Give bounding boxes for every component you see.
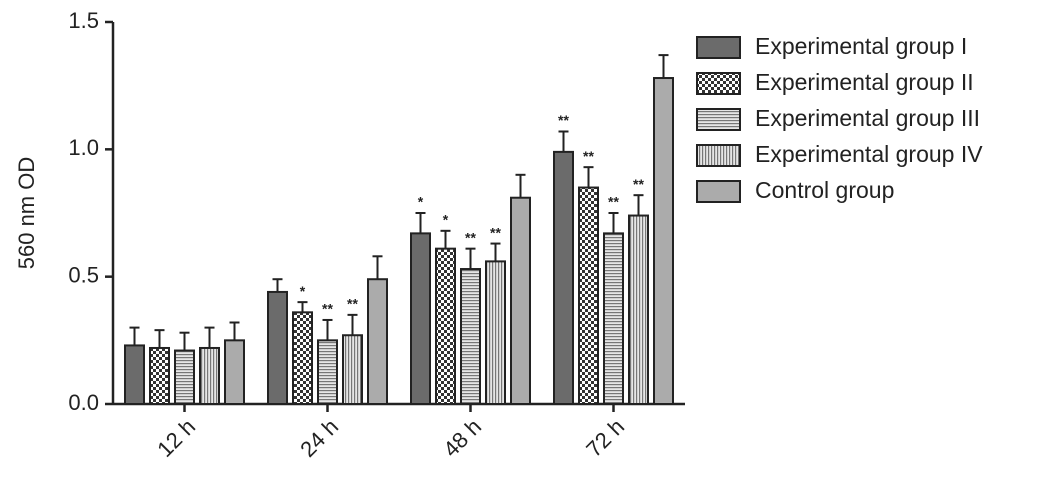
legend-swatch xyxy=(696,108,741,131)
bar xyxy=(435,247,456,405)
significance-label: ** xyxy=(558,112,569,128)
bar xyxy=(174,349,195,405)
bar xyxy=(603,232,624,405)
legend-text: Control group xyxy=(755,177,894,203)
y-tick-label: 1.0 xyxy=(68,135,99,160)
bar xyxy=(653,77,674,405)
legend-text: Experimental group II xyxy=(755,69,974,95)
bar xyxy=(267,290,288,405)
legend-swatch xyxy=(696,72,741,95)
bar xyxy=(410,232,431,405)
bar xyxy=(367,278,388,406)
significance-label: ** xyxy=(465,229,476,245)
significance-label: * xyxy=(418,194,424,210)
bar xyxy=(510,196,531,405)
bar xyxy=(124,344,145,405)
significance-label: ** xyxy=(633,176,644,192)
y-tick-label: 0.0 xyxy=(68,390,99,415)
bar xyxy=(317,339,338,406)
bar xyxy=(485,260,506,405)
significance-label: * xyxy=(300,283,306,299)
x-tick-label: 12 h xyxy=(152,414,200,462)
bar xyxy=(460,268,481,405)
legend-text: Experimental group I xyxy=(755,33,967,59)
significance-label: ** xyxy=(583,148,594,164)
x-tick-label: 72 h xyxy=(581,414,629,462)
y-tick-label: 1.5 xyxy=(68,8,99,33)
bar xyxy=(628,214,649,405)
bar xyxy=(578,186,599,405)
y-tick-label: 0.5 xyxy=(68,262,99,287)
significance-label: ** xyxy=(608,194,619,210)
bar xyxy=(199,346,220,405)
bar xyxy=(292,311,313,406)
significance-label: * xyxy=(443,212,449,228)
legend-swatch xyxy=(696,36,741,59)
x-tick-label: 24 h xyxy=(295,414,343,462)
x-tick-label: 48 h xyxy=(438,414,486,462)
significance-label: ** xyxy=(347,296,358,312)
significance-label: ** xyxy=(322,301,333,317)
significance-label: ** xyxy=(490,224,501,240)
bar xyxy=(149,346,170,405)
legend-swatch xyxy=(696,180,741,203)
bar xyxy=(553,150,574,405)
bar xyxy=(224,339,245,406)
y-axis-label: 560 nm OD xyxy=(14,157,39,270)
bar xyxy=(342,334,363,405)
legend-swatch xyxy=(696,144,741,167)
legend-text: Experimental group III xyxy=(755,105,980,131)
legend-text: Experimental group IV xyxy=(755,141,983,167)
